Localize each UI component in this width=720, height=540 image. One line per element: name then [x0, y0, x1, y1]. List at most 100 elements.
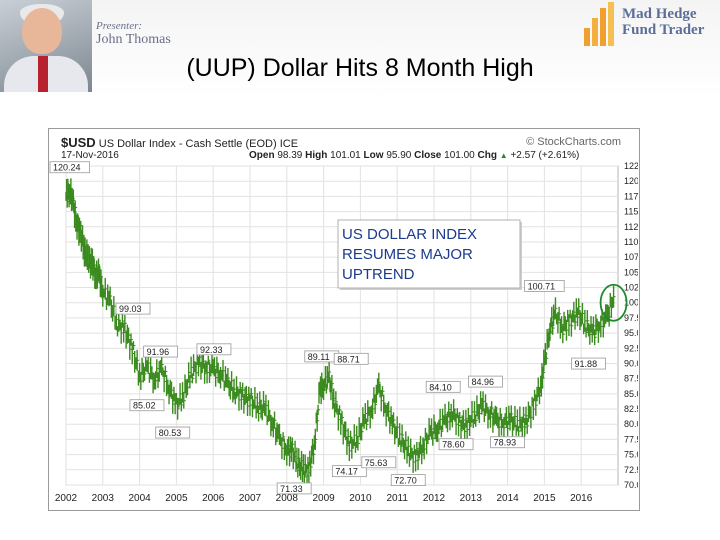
- price-label-box: [468, 375, 503, 388]
- chart-quote-line: Open 98.39 High 101.01 Low 95.90 Close 1…: [249, 150, 579, 161]
- price-label-box: [49, 161, 90, 174]
- y-tick-label: 77.5: [624, 434, 638, 444]
- price-label-box: [333, 352, 369, 365]
- y-tick-label: 95.0: [624, 328, 638, 338]
- x-tick-label: 2012: [423, 493, 446, 504]
- y-tick-label: 72.5: [624, 465, 638, 475]
- highlight-circle: [599, 283, 628, 322]
- open-label: Open: [249, 150, 275, 161]
- price-label: 99.03: [119, 304, 142, 314]
- open-value: 98.39: [277, 150, 303, 161]
- x-tick-label: 2013: [460, 493, 483, 504]
- y-tick-label: 70.0: [624, 480, 638, 490]
- x-tick-label: 2002: [55, 493, 78, 504]
- price-label-box: [196, 343, 232, 356]
- callout-text-line: US DOLLAR INDEX: [342, 226, 477, 243]
- y-tick-label: 110.0: [624, 237, 638, 247]
- x-tick-label: 2008: [276, 493, 299, 504]
- price-label: 71.33: [280, 484, 303, 494]
- photo-tie: [38, 56, 48, 92]
- slide-title: (UUP) Dollar Hits 8 Month High: [186, 54, 534, 82]
- presenter-label: Presenter:: [96, 20, 143, 32]
- chart-date: 17-Nov-2016: [61, 150, 119, 161]
- y-tick-label: 97.5: [624, 313, 638, 323]
- x-tick-label: 2011: [386, 493, 408, 504]
- price-label-box: [143, 345, 178, 358]
- chart-description: US Dollar Index - Cash Settle (EOD): [98, 138, 277, 150]
- x-tick-label: 2006: [202, 493, 225, 504]
- x-tick-label: 2005: [165, 493, 188, 504]
- logo-line2: Fund Trader: [622, 22, 705, 38]
- close-label: Close: [414, 150, 442, 161]
- y-tick-label: 122.5: [624, 161, 638, 171]
- x-tick-label: 2010: [349, 493, 372, 504]
- y-tick-label: 100.0: [624, 298, 638, 308]
- price-label-box: [115, 302, 151, 315]
- y-tick-label: 107.5: [624, 252, 638, 262]
- price-label: 100.71: [528, 281, 556, 291]
- y-tick-label: 80.0: [624, 419, 638, 429]
- price-label: 91.96: [147, 347, 170, 357]
- price-label-box: [129, 399, 165, 412]
- price-label-box: [524, 280, 565, 292]
- x-tick-label: 2015: [533, 493, 556, 504]
- price-label-box: [390, 474, 426, 486]
- logo-line1: Mad Hedge: [622, 6, 697, 22]
- price-label-box: [571, 357, 606, 370]
- y-tick-label: 105.0: [624, 267, 638, 277]
- price-label: 74.17: [335, 467, 358, 477]
- y-tick-label: 102.5: [624, 283, 638, 293]
- y-tick-label: 115.0: [624, 207, 638, 217]
- callout-box: [337, 219, 521, 289]
- up-arrow-icon: ▲: [499, 151, 508, 160]
- presenter-photo: [0, 0, 92, 92]
- price-label: 78.93: [494, 438, 517, 448]
- price-label: 85.02: [133, 401, 156, 411]
- chart-header-line1: $USD US Dollar Index - Cash Settle (EOD)…: [61, 135, 298, 150]
- price-label: 88.71: [337, 354, 360, 364]
- price-label: 75.63: [365, 458, 388, 468]
- x-tick-label: 2003: [92, 493, 115, 504]
- price-label: 80.53: [159, 428, 182, 438]
- close-value: 101.00: [444, 150, 475, 161]
- y-tick-label: 85.0: [624, 389, 638, 399]
- y-tick-label: 75.0: [624, 450, 638, 460]
- price-label-box: [438, 438, 474, 451]
- y-tick-label: 120.0: [624, 176, 638, 186]
- low-value: 95.90: [386, 150, 412, 161]
- x-tick-label: 2007: [239, 493, 262, 504]
- high-value: 101.01: [330, 150, 361, 161]
- chart-exchange: ICE: [279, 138, 299, 150]
- chg-label: Chg: [477, 150, 497, 161]
- stockcharts-brand: © StockCharts.com: [526, 136, 621, 148]
- y-tick-label: 117.5: [624, 191, 638, 201]
- x-tick-label: 2016: [570, 493, 593, 504]
- photo-face: [22, 8, 62, 54]
- presenter-block: Presenter: John Thomas: [96, 20, 171, 48]
- price-label: 72.70: [394, 476, 417, 486]
- callout-text-line: UPTREND: [342, 266, 415, 283]
- usd-index-chart: 122.5 120.0 117.5 115.0 112.5 110.0 107.5 105.0…: [49, 161, 638, 504]
- x-tick-label: 2014: [496, 493, 519, 504]
- price-label-box: [361, 456, 397, 469]
- y-tick-label: 92.5: [624, 343, 638, 353]
- price-label-box: [276, 482, 312, 495]
- y-tick-label: 82.5: [624, 404, 638, 414]
- price-label: 84.96: [472, 377, 495, 387]
- price-label: 92.33: [200, 345, 223, 355]
- price-label-box: [425, 380, 461, 393]
- callout-text-line: RESUMES MAJOR: [342, 246, 473, 263]
- bar-chart-logo-icon: [584, 2, 614, 46]
- x-tick-label: 2004: [128, 493, 151, 504]
- chart-symbol: $USD: [61, 135, 96, 150]
- price-label-box: [490, 436, 526, 449]
- price-label: 89.11: [308, 352, 330, 362]
- price-label: 120.24: [53, 163, 81, 173]
- brand-logo: Mad Hedge Fund Trader: [582, 0, 720, 48]
- presenter-name: John Thomas: [96, 32, 171, 47]
- price-label-box: [331, 465, 367, 478]
- price-label-box: [155, 426, 191, 439]
- y-tick-label: 90.0: [624, 358, 638, 368]
- high-label: High: [305, 150, 328, 161]
- low-label: Low: [363, 150, 384, 161]
